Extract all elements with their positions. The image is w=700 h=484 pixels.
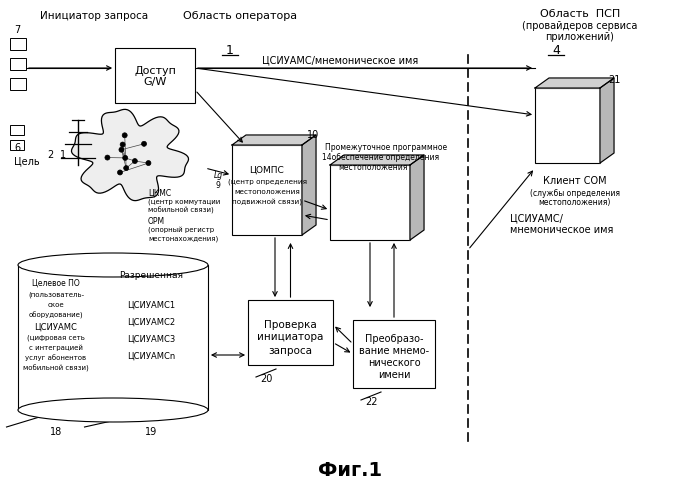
Polygon shape (535, 78, 614, 88)
Text: (пользователь-: (пользователь- (28, 292, 84, 298)
Circle shape (120, 142, 125, 147)
Text: (центр коммутации: (центр коммутации (148, 199, 220, 205)
Text: (центр определения: (центр определения (228, 179, 307, 185)
Bar (535, 88, 600, 163)
Text: ЦКМС: ЦКМС (148, 188, 171, 197)
Circle shape (122, 133, 127, 138)
Text: Разрешенная: Разрешенная (119, 271, 183, 279)
Text: 1: 1 (226, 44, 234, 57)
Bar (115, 48, 195, 103)
Text: местонахождения): местонахождения) (148, 236, 218, 242)
Bar (353, 320, 435, 388)
Text: ЦОМПС: ЦОМПС (250, 166, 284, 175)
Text: подвижной связи): подвижной связи) (232, 198, 302, 206)
Bar (10, 78, 26, 90)
Text: Фиг.1: Фиг.1 (318, 460, 382, 480)
Text: Область  ПСП: Область ПСП (540, 9, 620, 19)
Text: 14обеспечение определения: 14обеспечение определения (322, 153, 439, 163)
Text: 7: 7 (14, 25, 20, 35)
Text: Доступ: Доступ (134, 65, 176, 76)
Circle shape (118, 170, 122, 175)
Bar (232, 145, 302, 235)
Text: мобильной связи): мобильной связи) (148, 206, 214, 213)
Text: 18: 18 (50, 427, 62, 437)
Text: 1: 1 (60, 150, 66, 160)
Text: 2: 2 (47, 150, 53, 160)
Text: (провайдеров сервиса: (провайдеров сервиса (522, 21, 638, 31)
Polygon shape (410, 155, 424, 240)
Text: запроса: запроса (269, 346, 312, 356)
Text: оборудование): оборудование) (29, 311, 83, 318)
Text: Lg: Lg (214, 170, 223, 180)
Text: мнемоническое имя: мнемоническое имя (510, 225, 613, 235)
Text: Цель: Цель (14, 156, 40, 166)
Text: ЦСИУАМС3: ЦСИУАМС3 (127, 334, 175, 344)
Text: Целевое ПО: Целевое ПО (32, 278, 80, 287)
Text: 22: 22 (365, 397, 377, 407)
Circle shape (146, 161, 151, 166)
Text: Клиент СОМ: Клиент СОМ (542, 176, 606, 186)
Ellipse shape (18, 253, 208, 277)
Text: вание мнемо-: вание мнемо- (359, 346, 429, 356)
Text: инициатора: инициатора (258, 333, 323, 343)
Circle shape (105, 155, 110, 160)
Polygon shape (330, 155, 424, 165)
Polygon shape (600, 78, 614, 163)
Text: местоположения: местоположения (338, 163, 407, 171)
Bar (10, 38, 26, 50)
Text: ское: ское (48, 302, 64, 308)
Circle shape (124, 166, 129, 170)
Text: имени: имени (378, 370, 410, 380)
Text: с интеграцией: с интеграцией (29, 345, 83, 351)
Bar (18, 265, 208, 410)
Text: 4: 4 (552, 44, 560, 57)
Text: ЦСИУАМС2: ЦСИУАМС2 (127, 318, 175, 327)
Text: мобильной связи): мобильной связи) (23, 364, 89, 372)
Text: ЦСИУАМС1: ЦСИУАМС1 (127, 301, 175, 309)
Bar (248, 300, 333, 365)
Bar (10, 140, 24, 150)
Circle shape (122, 155, 127, 160)
Text: местоположения): местоположения) (538, 198, 610, 208)
Text: G/W: G/W (144, 77, 167, 88)
Polygon shape (302, 135, 316, 235)
Text: 19: 19 (145, 427, 157, 437)
Text: (опорный регистр: (опорный регистр (148, 227, 214, 235)
Circle shape (141, 141, 146, 146)
Text: нического: нического (368, 358, 420, 368)
Circle shape (132, 159, 137, 164)
Text: Промежуточное программное: Промежуточное программное (325, 143, 447, 152)
Text: Инициатор запроса: Инициатор запроса (40, 11, 148, 21)
Text: Преобразо-: Преобразо- (365, 334, 423, 344)
Bar (10, 125, 24, 135)
Bar (10, 58, 26, 70)
Text: ОРМ: ОРМ (148, 217, 165, 227)
Text: 9: 9 (216, 181, 220, 190)
Text: ЦСИУАМС/: ЦСИУАМС/ (510, 213, 563, 223)
Text: 21: 21 (608, 75, 620, 85)
Text: 6: 6 (14, 143, 20, 153)
Text: Проверка: Проверка (264, 319, 317, 330)
Text: 20: 20 (260, 374, 272, 384)
Text: приложений): приложений) (545, 32, 615, 42)
Ellipse shape (18, 398, 208, 422)
Text: местоположения: местоположения (234, 189, 300, 195)
Circle shape (119, 147, 124, 152)
Text: ЦСИУАМСn: ЦСИУАМСn (127, 351, 175, 361)
Text: услуг абонентов: услуг абонентов (25, 355, 87, 362)
Text: (службы определения: (службы определения (529, 188, 620, 197)
Text: 10: 10 (307, 130, 319, 140)
Polygon shape (71, 109, 188, 201)
Text: ЦСИУАМС: ЦСИУАМС (34, 322, 78, 332)
Text: ЦСИУАМС/мнемоническое имя: ЦСИУАМС/мнемоническое имя (262, 55, 418, 65)
Polygon shape (232, 135, 316, 145)
Text: Область оператора: Область оператора (183, 11, 297, 21)
Bar (330, 165, 410, 240)
Text: (цифровая сеть: (цифровая сеть (27, 335, 85, 341)
